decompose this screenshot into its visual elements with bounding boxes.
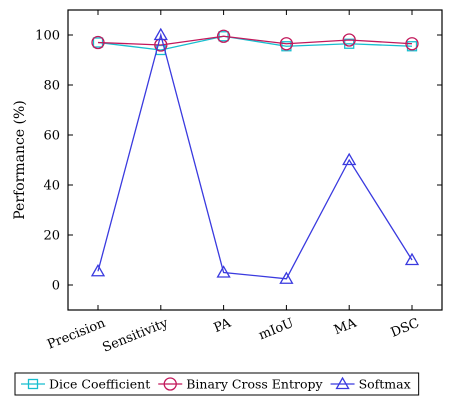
series-line-binary-cross-entropy: [97, 35, 413, 46]
series-layer: [90, 27, 420, 284]
y-tick-label: 80: [43, 79, 60, 94]
series-dice-coefficient: [92, 31, 418, 56]
legend-marker: [27, 378, 39, 390]
x-tick-label: PA: [212, 316, 234, 336]
y-axis-ticks: 0 20 40 60 80 100: [35, 29, 442, 294]
data-point-binary-cross-entropy: [279, 37, 294, 51]
data-point-softmax: [279, 271, 294, 284]
legend-label: Softmax: [359, 377, 411, 392]
data-point-binary-cross-entropy: [216, 29, 231, 43]
legend: Dice Coefficient Binary Cross Entropy Soft…: [14, 372, 420, 396]
data-point-softmax: [153, 27, 168, 41]
x-tick-label: Sensitivity: [100, 316, 170, 356]
y-tick-label: 40: [43, 179, 60, 194]
data-point-softmax: [404, 252, 420, 266]
data-point-softmax: [90, 263, 106, 277]
plot-frame: [67, 9, 443, 311]
legend-item-binary-cross-entropy: Binary Cross Entropy: [158, 377, 324, 392]
x-tick-label: mIoU: [257, 316, 296, 344]
legend-label: Binary Cross Entropy: [186, 377, 323, 392]
series-softmax: [90, 27, 420, 284]
data-point-dice-coefficient: [406, 41, 418, 52]
data-point-binary-cross-entropy: [91, 35, 105, 50]
x-tick-label: Precision: [45, 316, 108, 353]
data-point-softmax: [342, 152, 357, 166]
legend-marker: [335, 376, 350, 390]
y-tick-label: 60: [43, 129, 60, 144]
y-tick-label: 20: [43, 229, 60, 244]
y-axis-label: Performance (%): [12, 100, 28, 220]
legend-label: Dice Coefficient: [49, 377, 150, 392]
data-point-dice-coefficient: [281, 41, 292, 52]
legend-marker: [163, 377, 177, 391]
series-line-softmax: [97, 32, 413, 280]
series-line-dice-coefficient: [97, 35, 413, 51]
legend-item-softmax: Softmax: [330, 376, 411, 392]
legend-box: [14, 372, 420, 396]
series-binary-cross-entropy: [91, 29, 419, 52]
data-point-binary-cross-entropy: [342, 33, 356, 47]
x-tick-label: MA: [332, 316, 359, 339]
legend-item-dice-coefficient: Dice Coefficient: [21, 377, 150, 392]
y-tick-label: 100: [35, 29, 60, 44]
data-point-softmax: [216, 265, 231, 278]
y-tick-label: 0: [52, 279, 60, 294]
x-tick-label: DSC: [389, 316, 422, 341]
data-point-binary-cross-entropy: [405, 37, 419, 51]
